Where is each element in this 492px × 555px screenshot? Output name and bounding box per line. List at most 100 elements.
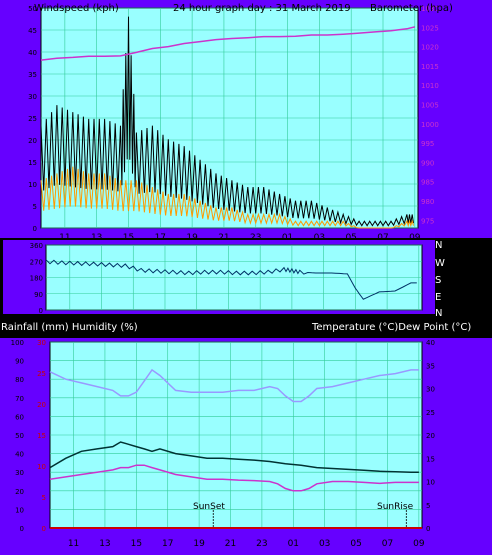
climate-x-tick: 17 — [162, 539, 173, 549]
barometer-y-tick: 1015 — [421, 63, 439, 71]
wind-y-tick: 40 — [28, 49, 37, 57]
barometer-y-tick: 1000 — [421, 121, 439, 129]
climate-series-humidity — [49, 368, 419, 403]
temp-y-tick: 15 — [426, 455, 435, 463]
rain-humidity-axis-title: Rainfall (mm) Humidity (%) — [1, 322, 138, 333]
wind-series-barometer — [40, 26, 415, 61]
barometer-y-tick: 1005 — [421, 101, 439, 109]
rain-y-tick: 20 — [37, 401, 46, 409]
bottom-header-bar — [0, 316, 492, 338]
humidity-y-tick: 100 — [11, 339, 24, 347]
wind-y-tick: 5 — [33, 203, 37, 211]
temp-y-tick: 5 — [426, 502, 430, 510]
barometer-y-tick: 1010 — [421, 82, 439, 90]
wind-x-tick: 13 — [91, 233, 102, 243]
barometer-y-tick: 995 — [421, 140, 434, 148]
humidity-y-tick: 50 — [15, 432, 24, 440]
climate-x-tick: 13 — [99, 539, 110, 549]
dir-label-s: S — [435, 275, 441, 286]
barometer-y-tick: 1025 — [421, 24, 439, 32]
wind-x-tick: 09 — [409, 233, 421, 243]
rain-y-tick: 10 — [37, 463, 46, 471]
rain-y-tick: 15 — [37, 432, 46, 440]
rain-y-tick: 25 — [37, 370, 46, 378]
wind-x-tick: 03 — [314, 233, 325, 243]
dir-y-tick: 0 — [39, 307, 43, 315]
climate-x-tick: 07 — [382, 539, 393, 549]
wind-y-tick: 0 — [33, 225, 37, 233]
rain-y-tick: 5 — [42, 494, 46, 502]
barometer-y-tick: 1030 — [421, 5, 439, 13]
temp-y-tick: 40 — [426, 339, 435, 347]
wind-y-tick: 25 — [28, 115, 37, 123]
dir-label-w: W — [435, 258, 445, 269]
dir-label-n2: N — [435, 308, 442, 319]
wind-x-tick: 17 — [155, 233, 166, 243]
climate-series-dewpoint — [49, 464, 419, 492]
wind-x-tick: 01 — [282, 233, 293, 243]
barometer-axis-title: Barometer (hpa) — [370, 3, 453, 14]
climate-x-tick: 19 — [193, 539, 205, 549]
humidity-y-tick: 80 — [15, 376, 24, 384]
wind-y-tick: 50 — [28, 5, 37, 13]
humidity-y-tick: 0 — [20, 525, 24, 533]
wind-x-tick: 15 — [123, 233, 134, 243]
wind-x-tick: 19 — [186, 233, 198, 243]
rain-y-tick: 30 — [37, 339, 46, 347]
wind-y-tick: 10 — [28, 181, 37, 189]
wind-y-tick: 30 — [28, 93, 37, 101]
wind-x-tick: 11 — [59, 233, 70, 243]
wind-series-gust — [40, 16, 414, 227]
dir-y-tick: 360 — [30, 242, 43, 250]
wind-y-tick: 20 — [28, 137, 37, 145]
humidity-y-tick: 90 — [15, 358, 24, 366]
climate-series-temperature — [49, 441, 419, 473]
humidity-y-tick: 60 — [15, 413, 24, 421]
temp-y-tick: 25 — [426, 409, 435, 417]
wind-series-average — [40, 166, 414, 229]
wind-x-tick: 05 — [345, 233, 356, 243]
temp-y-tick: 30 — [426, 386, 435, 394]
dir-y-tick: 180 — [30, 275, 43, 283]
chart-title: 24 hour graph day : 31 March 2019 — [173, 3, 351, 14]
barometer-y-tick: 1020 — [421, 44, 439, 52]
sunrise-label: SunRise — [377, 502, 414, 512]
climate-x-tick: 09 — [413, 539, 425, 549]
wind-y-tick: 45 — [28, 27, 37, 35]
barometer-y-tick: 975 — [421, 217, 434, 225]
climate-x-tick: 05 — [350, 539, 361, 549]
humidity-y-tick: 70 — [15, 395, 24, 403]
climate-x-tick: 15 — [131, 539, 142, 549]
dir-y-tick: 270 — [30, 258, 43, 266]
dir-label-e: E — [435, 292, 441, 303]
temp-y-tick: 0 — [426, 525, 430, 533]
humidity-y-tick: 30 — [15, 469, 24, 477]
humidity-y-tick: 20 — [15, 488, 24, 496]
barometer-y-tick: 980 — [421, 198, 434, 206]
wind-x-tick: 07 — [377, 233, 388, 243]
temp-y-tick: 10 — [426, 479, 435, 487]
temp-y-tick: 35 — [426, 362, 435, 370]
temp-dewpoint-axis-title: Temperature (°C)Dew Point (°C) — [311, 322, 471, 333]
dir-series-direction — [45, 259, 417, 300]
dir-label-n1: N — [435, 240, 442, 251]
climate-x-tick: 11 — [68, 539, 79, 549]
barometer-y-tick: 985 — [421, 179, 434, 187]
rain-y-tick: 0 — [42, 525, 46, 533]
wind-y-tick: 35 — [28, 71, 37, 79]
climate-x-tick: 21 — [225, 539, 236, 549]
temp-y-tick: 20 — [426, 432, 435, 440]
barometer-y-tick: 990 — [421, 159, 434, 167]
climate-x-tick: 03 — [319, 539, 330, 549]
wind-x-tick: 23 — [250, 233, 261, 243]
sunset-label: SunSet — [193, 502, 225, 512]
climate-x-tick: 23 — [256, 539, 267, 549]
wind-x-tick: 21 — [218, 233, 229, 243]
wind-y-tick: 15 — [28, 159, 37, 167]
humidity-y-tick: 40 — [15, 451, 24, 459]
dir-y-tick: 90 — [34, 291, 43, 299]
climate-x-tick: 01 — [288, 539, 299, 549]
wind-axis-title: Windspeed (kph) — [34, 3, 119, 14]
